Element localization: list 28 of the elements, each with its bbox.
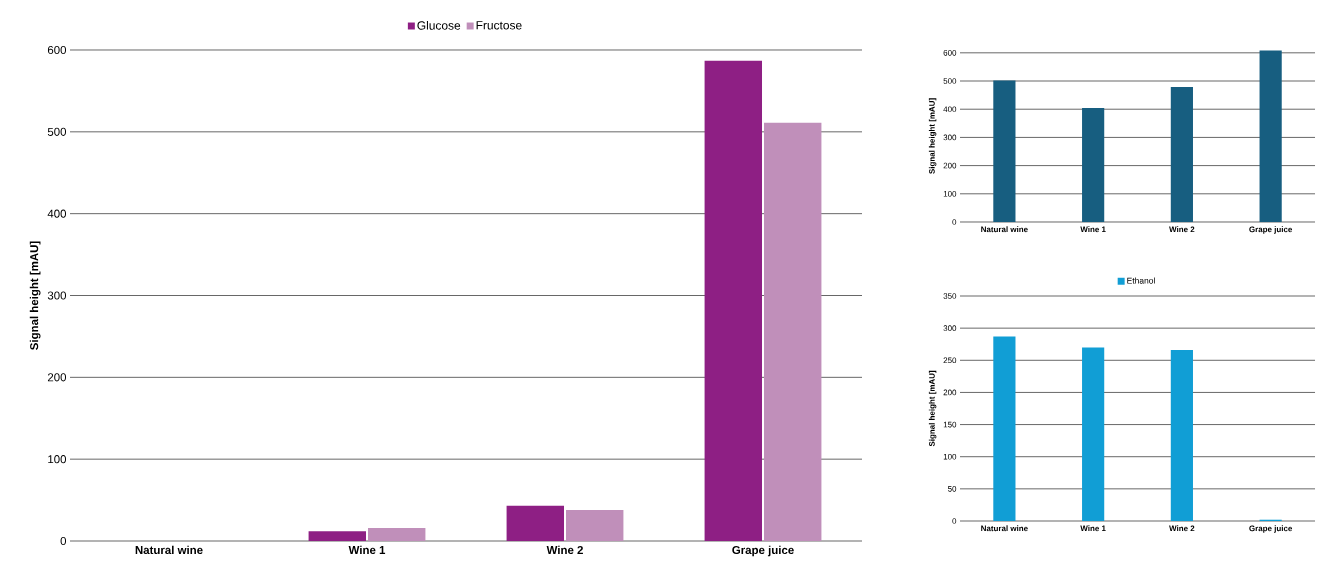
bar (1170, 350, 1193, 521)
x-tick-label: Wine 1 (348, 545, 386, 555)
bar (993, 336, 1016, 521)
bar (1082, 108, 1105, 222)
legend-label: Glucose (417, 20, 461, 30)
y-tick-label: 200 (47, 373, 67, 382)
y-tick-label: 100 (48, 455, 67, 464)
bar (1082, 347, 1105, 521)
bar (1259, 50, 1282, 222)
legend-label: Fructose (476, 21, 522, 30)
y-tick-label: 600 (47, 45, 67, 55)
bar (506, 505, 565, 541)
bar (704, 60, 763, 541)
y-tick-label: 0 (60, 536, 67, 546)
bar (566, 509, 624, 541)
x-tick-label: Grape juice (732, 545, 794, 557)
bar (993, 80, 1016, 222)
y-tick-label: 500 (47, 127, 67, 136)
y-tick-label: 300 (47, 291, 67, 300)
bar (1170, 86, 1193, 222)
bar (368, 527, 426, 541)
x-tick-label: Wine 2 (546, 545, 583, 555)
y-axis-title: Signal height [mAU] (29, 241, 41, 350)
x-tick-label: Natural wine (135, 545, 203, 555)
bar (764, 122, 822, 541)
bar (308, 531, 366, 541)
legend-label: Ethanol (1127, 277, 1155, 284)
y-tick-label: 400 (47, 209, 67, 218)
